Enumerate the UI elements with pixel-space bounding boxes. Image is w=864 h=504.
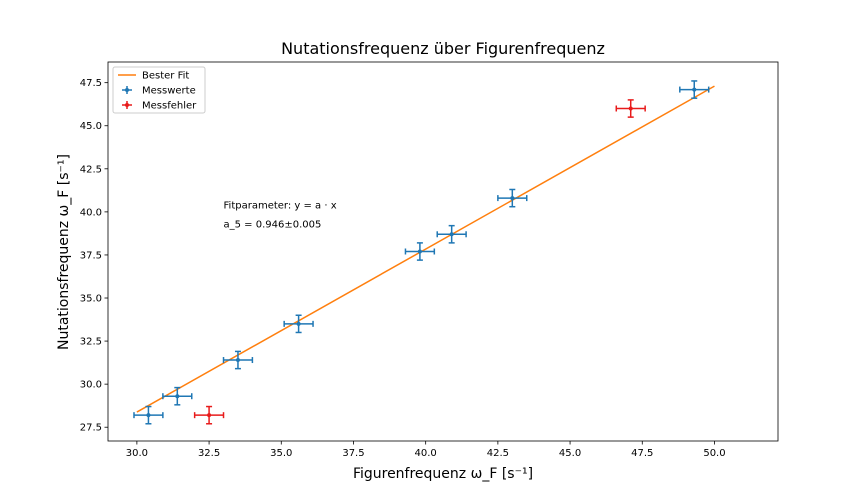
legend-swatch-marker [125, 88, 129, 92]
y-tick-label: 27.5 [80, 423, 102, 434]
annotation-text: Fitparameter: y = a · x [224, 200, 337, 211]
y-axis-label: Nutationsfrequenz ω_F [s⁻¹] [56, 154, 72, 350]
series-messwerte [133, 80, 710, 425]
x-tick-label: 35.0 [270, 448, 292, 459]
point-marker [207, 413, 212, 418]
plot-area [107, 61, 779, 442]
point-marker [175, 394, 180, 399]
legend-label: Messfehler [142, 101, 197, 112]
data-point [133, 405, 164, 425]
data-point [162, 386, 193, 406]
x-tick-label: 42.5 [487, 448, 509, 459]
x-tick-label: 40.0 [415, 448, 437, 459]
point-marker [417, 249, 422, 254]
data-point [436, 224, 467, 244]
point-marker [296, 321, 301, 326]
y-tick-label: 45.0 [80, 121, 102, 132]
annotation-text: a_5 = 0.946±0.005 [224, 219, 322, 230]
y-tick-label: 37.5 [80, 250, 102, 261]
data-point [193, 405, 225, 425]
x-tick-label: 50.0 [703, 448, 725, 459]
data-point [679, 80, 710, 99]
legend-label: Messwerte [142, 86, 196, 97]
annotations: Fitparameter: y = a · x a_5 = 0.946±0.005 [224, 200, 337, 230]
data-point [404, 242, 436, 261]
series-messfehler [193, 99, 646, 425]
legend-swatch-marker [125, 103, 129, 107]
point-marker [449, 232, 454, 237]
y-tick-label: 47.5 [80, 78, 102, 89]
x-tick-label: 45.0 [559, 448, 581, 459]
data-point [497, 188, 528, 208]
legend-box [112, 66, 206, 114]
y-tick-label: 35.0 [80, 294, 102, 305]
point-marker [510, 196, 515, 201]
point-marker [692, 87, 697, 92]
x-tick-label: 37.5 [342, 448, 364, 459]
axes-frame [107, 61, 779, 442]
x-tick-label: 47.5 [631, 448, 653, 459]
data-point [222, 350, 254, 370]
y-axis: 27.5 30.0 32.5 35.0 37.5 40.0 42.5 45.0 47.5 [80, 78, 108, 434]
data-point [283, 314, 314, 334]
data-point [615, 99, 646, 118]
y-tick-label: 30.0 [80, 380, 102, 391]
point-marker [146, 413, 151, 418]
x-tick-label: 30.0 [126, 448, 148, 459]
legend-fit-label: Bester Fit [142, 71, 189, 82]
legend: Bester Fit Messwerte Messfehler [112, 66, 206, 114]
y-tick-label: 42.5 [80, 164, 102, 175]
y-tick-label: 40.0 [80, 207, 102, 218]
x-axis-label: Figurenfrequenz ω_F [s⁻¹] [353, 466, 533, 482]
fit-line [136, 85, 715, 413]
chart-title: Nutationsfrequenz über Figurenfrequenz [281, 39, 605, 58]
point-marker [628, 106, 633, 111]
y-tick-label: 32.5 [80, 337, 102, 348]
x-tick-label: 32.5 [198, 448, 220, 459]
x-axis: 30.0 32.5 35.0 37.5 40.0 42.5 45.0 47.5 50.0 [126, 441, 726, 459]
point-marker [235, 358, 240, 363]
